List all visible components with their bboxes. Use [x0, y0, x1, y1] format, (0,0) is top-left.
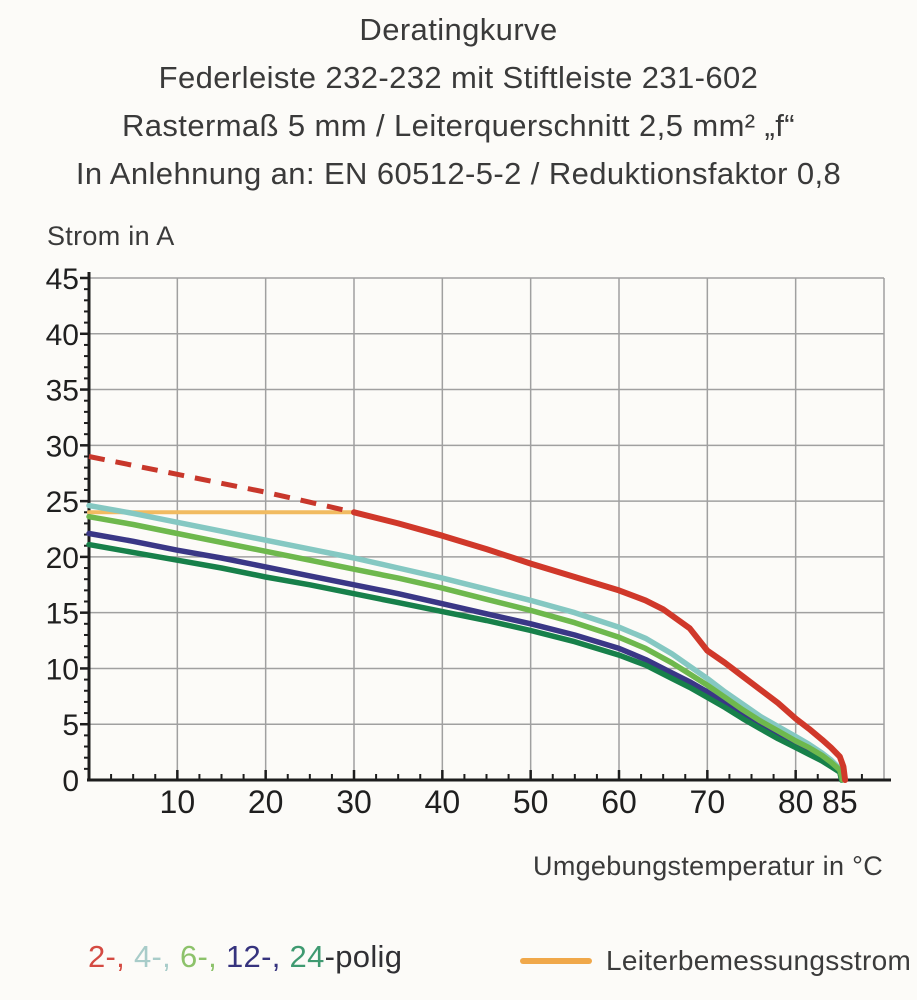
legend-pole-item: 12-,: [226, 939, 290, 974]
series-2-polig: [351, 509, 849, 783]
series-12-polig: [86, 530, 845, 783]
legend-pole-item: -polig: [324, 939, 403, 974]
legend-pole-item: 2-,: [88, 939, 134, 974]
series-24-polig: [86, 541, 845, 783]
series-6-polig: [86, 513, 846, 783]
y-tick-label: 35: [46, 375, 79, 408]
y-tick-label: 5: [62, 709, 79, 742]
series-2-polig-gestrichelt: [88, 454, 355, 515]
rated-current-label: Leiterbemessungsstrom: [606, 945, 912, 976]
y-tick-label: 40: [46, 319, 79, 352]
y-tick-label: 0: [62, 765, 79, 798]
series-4-polig: [86, 502, 846, 783]
subtitle-line-3: In Anlehnung an: EN 60512-5-2 / Reduktio…: [75, 156, 842, 191]
legend-rated-current: Leiterbemessungsstrom: [520, 939, 911, 983]
legend-pole-item: 6-,: [180, 939, 226, 974]
legend-pole-item: 24: [289, 939, 325, 974]
x-tick-label: 60: [601, 784, 637, 820]
y-tick-label: 45: [46, 263, 79, 296]
subtitle-line-2: Rastermaß 5 mm / Leiterquerschnitt 2,5 m…: [121, 108, 795, 143]
x-tick-label: 85: [822, 784, 858, 820]
y-tick-label: 20: [46, 542, 79, 575]
legend-poles: 2-, 4-, 6-, 12-, 24-polig: [88, 939, 402, 975]
y-tick-label: 25: [46, 486, 79, 519]
x-tick-label: 20: [248, 784, 284, 820]
x-tick-label: 30: [336, 784, 372, 820]
y-tick-label: 10: [46, 653, 79, 686]
subtitle-line-1: Federleiste 232-232 mit Stiftleiste 231-…: [158, 60, 759, 95]
x-tick-label: 10: [160, 784, 196, 820]
page-title: Deratingkurve: [359, 12, 558, 47]
y-axis-label: Strom in A: [47, 221, 175, 251]
x-tick-label: 40: [425, 784, 461, 820]
legend-pole-item: 4-,: [134, 939, 180, 974]
x-tick-label: 70: [690, 784, 726, 820]
x-axis-label: Umgebungstemperatur in °C: [533, 851, 883, 881]
x-tick-label: 50: [513, 784, 549, 820]
y-tick-label: 15: [46, 598, 79, 631]
x-tick-label: 80: [778, 784, 814, 820]
header: Deratingkurve Federleiste 232-232 mit St…: [0, 6, 917, 198]
rated-current-line-sample: [520, 958, 592, 964]
y-tick-label: 30: [46, 430, 79, 463]
